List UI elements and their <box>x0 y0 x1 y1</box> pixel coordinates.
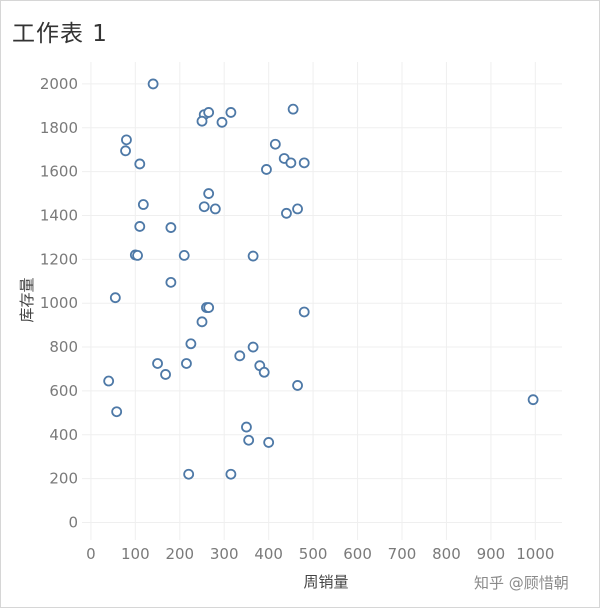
y-tick-labels: 0 200 400 600 800 1000 1200 1400 1600 1800 2000 <box>40 75 78 532</box>
data-point[interactable] <box>121 134 132 146</box>
data-point[interactable] <box>298 306 310 318</box>
data-point[interactable] <box>527 394 539 406</box>
x-tick-label: 500 <box>299 545 328 563</box>
data-point[interactable] <box>203 302 215 313</box>
y-tick-label: 200 <box>49 470 78 488</box>
data-point[interactable] <box>292 380 303 391</box>
x-tick-label: 400 <box>254 545 283 563</box>
y-tick-label: 1000 <box>40 294 78 312</box>
data-point[interactable] <box>147 78 159 90</box>
data-point[interactable] <box>203 188 215 199</box>
data-point[interactable] <box>225 107 237 118</box>
y-axis-label: 库存量 <box>18 277 36 322</box>
data-point[interactable] <box>243 434 255 446</box>
data-point[interactable] <box>109 292 121 304</box>
watermark: 知乎 @顾惜朝 <box>474 574 569 592</box>
data-point[interactable] <box>181 358 192 369</box>
data-point[interactable] <box>292 203 303 215</box>
data-point[interactable] <box>247 250 259 262</box>
x-tick-label: 800 <box>432 545 461 563</box>
data-point[interactable] <box>247 341 259 353</box>
y-tick-label: 1200 <box>40 250 78 268</box>
data-point[interactable] <box>285 157 297 169</box>
y-tick-label: 1600 <box>40 163 78 181</box>
data-point[interactable] <box>134 158 146 170</box>
data-point[interactable] <box>183 468 195 480</box>
data-point[interactable] <box>225 468 237 480</box>
x-tick-label: 0 <box>86 545 96 563</box>
data-point[interactable] <box>263 437 275 448</box>
data-point[interactable] <box>196 115 208 127</box>
data-point[interactable] <box>165 222 177 233</box>
data-point[interactable] <box>160 369 171 380</box>
y-tick-label: 400 <box>49 426 78 444</box>
x-tick-label: 600 <box>343 545 372 563</box>
data-point[interactable] <box>287 103 299 115</box>
data-point[interactable] <box>196 316 208 328</box>
data-point[interactable] <box>198 201 210 213</box>
data-point[interactable] <box>281 207 292 219</box>
x-axis-label: 周销量 <box>303 573 348 591</box>
x-tick-label: 900 <box>477 545 506 563</box>
data-points <box>103 78 539 480</box>
data-point[interactable] <box>203 107 215 118</box>
data-point[interactable] <box>261 164 272 175</box>
data-point[interactable] <box>103 375 115 387</box>
x-tick-label: 1000 <box>516 545 554 563</box>
data-point[interactable] <box>241 421 252 433</box>
x-tick-labels: 0 100 200 300 400 500 600 700 800 900 1000 <box>86 545 554 563</box>
data-point[interactable] <box>120 145 131 157</box>
y-tick-label: 2000 <box>40 75 78 93</box>
data-point[interactable] <box>165 276 177 288</box>
data-point[interactable] <box>137 199 149 210</box>
y-tick-label: 800 <box>49 338 78 356</box>
y-tick-label: 1400 <box>40 206 78 224</box>
y-tick-label: 600 <box>49 382 78 400</box>
data-point[interactable] <box>111 406 123 418</box>
data-point[interactable] <box>234 350 246 362</box>
y-tick-label: 0 <box>68 513 78 531</box>
data-point[interactable] <box>216 116 228 128</box>
data-point[interactable] <box>152 358 163 369</box>
x-tick-label: 300 <box>210 545 239 563</box>
x-tick-label: 700 <box>388 545 417 563</box>
x-tick-label: 100 <box>121 545 150 563</box>
data-point[interactable] <box>134 221 146 232</box>
x-tick-label: 200 <box>165 545 194 563</box>
data-point[interactable] <box>298 157 310 169</box>
data-point[interactable] <box>269 138 281 150</box>
gridlines <box>82 62 562 540</box>
data-point[interactable] <box>185 338 197 350</box>
data-point[interactable] <box>132 249 143 261</box>
data-point[interactable] <box>258 366 270 378</box>
data-point[interactable] <box>209 203 221 215</box>
data-point[interactable] <box>178 249 190 261</box>
sheet-title: 工作表 1 <box>12 21 108 47</box>
y-tick-label: 1800 <box>40 119 78 137</box>
